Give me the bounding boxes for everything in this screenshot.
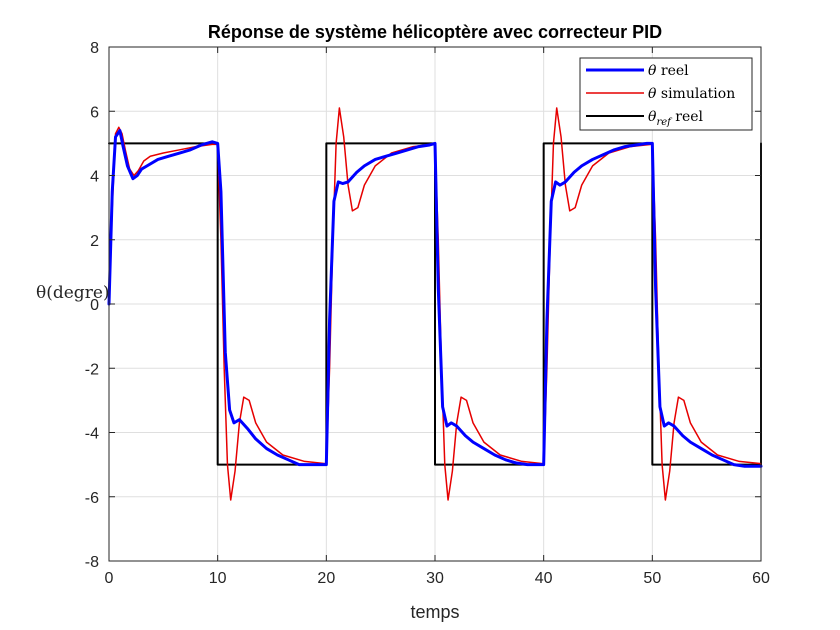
y-tick-label: 2	[90, 233, 99, 250]
y-tick-label: -4	[85, 426, 99, 443]
y-axis-label: θ(degre)	[36, 283, 110, 303]
legend-label: θ simulation	[648, 86, 735, 102]
series-line-0	[107, 129, 763, 468]
x-tick-label: 0	[105, 570, 114, 587]
y-tick-label: -8	[85, 554, 99, 571]
legend-label: θref reel	[648, 109, 704, 128]
x-tick-label: 30	[426, 570, 444, 587]
y-tick-label: 4	[90, 169, 99, 186]
chart-title: Réponse de système hélicoptère avec corr…	[208, 22, 662, 42]
y-tick-label: 8	[90, 40, 99, 57]
x-tick-label: 50	[643, 570, 661, 587]
legend: θ reel θ simulation θref reel	[579, 57, 753, 131]
x-tick-label: 40	[535, 570, 553, 587]
y-tick-label: -6	[85, 490, 99, 507]
series-line-2	[108, 142, 762, 466]
y-tick-label: 0	[90, 297, 99, 314]
series-layer	[107, 107, 763, 501]
y-tick-label: -2	[85, 361, 99, 378]
y-tick-label: 6	[90, 104, 99, 121]
x-tick-label: 20	[317, 570, 335, 587]
x-tick-label: 10	[209, 570, 227, 587]
x-tick-label: 60	[752, 570, 770, 587]
ticks: 0 10 20 30 40 50 60 -8 -6 -4 -2 0 2 4 6 8	[85, 40, 770, 587]
x-axis-label: temps	[410, 602, 459, 622]
legend-label: θ reel	[648, 63, 689, 79]
